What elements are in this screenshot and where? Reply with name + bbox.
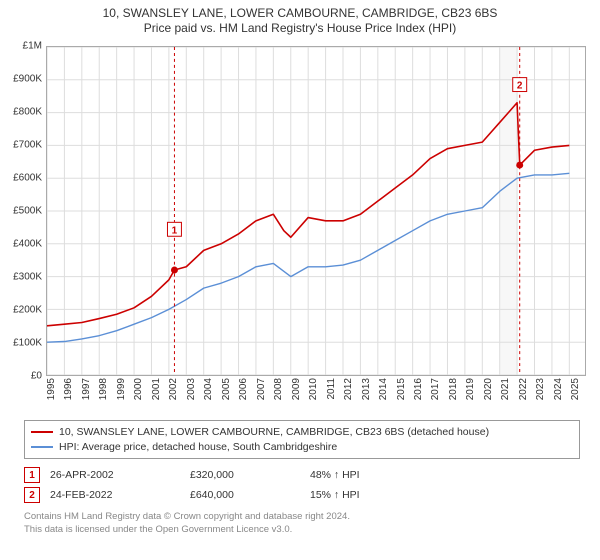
x-tick-label: 2021 <box>500 378 511 400</box>
y-tick-label: £500K <box>13 206 42 217</box>
x-tick-label: 2014 <box>378 378 389 400</box>
plot-outer: 12 <box>46 46 586 376</box>
x-tick-label: 1996 <box>63 378 74 400</box>
plot-area: 12 <box>46 46 586 376</box>
x-tick-label: 1995 <box>46 378 57 400</box>
legend-swatch <box>31 431 53 433</box>
x-axis-labels: 1995 1996 1997 1998 1999 2000 2001 2002 2003 2004… <box>46 378 586 414</box>
footnote-line-2: This data is licensed under the Open Gov… <box>24 524 580 536</box>
x-tick-label: 2025 <box>570 378 581 400</box>
legend-label: HPI: Average price, detached house, Sout… <box>59 440 337 455</box>
legend-swatch <box>31 446 53 448</box>
y-axis-labels: £0£100K£200K£300K£400K£500K£600K£700K£80… <box>0 46 42 376</box>
x-tick-label: 2007 <box>256 378 267 400</box>
y-tick-label: £700K <box>13 140 42 151</box>
x-tick-label: 2018 <box>448 378 459 400</box>
x-tick-label: 2001 <box>151 378 162 400</box>
event-dot <box>516 162 523 169</box>
event-price: £640,000 <box>190 489 300 501</box>
x-tick-label: 2012 <box>343 378 354 400</box>
y-tick-label: £400K <box>13 239 42 250</box>
events-table: 1 26-APR-2002 £320,000 48% ↑ HPI 2 24-FEB-202… <box>24 467 580 503</box>
x-tick-label: 2013 <box>361 378 372 400</box>
x-tick-label: 2005 <box>221 378 232 400</box>
y-tick-label: £900K <box>13 74 42 85</box>
y-tick-label: £800K <box>13 107 42 118</box>
x-tick-label: 2011 <box>326 378 337 400</box>
y-tick-label: £300K <box>13 272 42 283</box>
event-row: 2 24-FEB-2022 £640,000 15% ↑ HPI <box>24 487 580 503</box>
event-marker: 2 <box>24 487 40 503</box>
footnote-line-1: Contains HM Land Registry data © Crown c… <box>24 511 580 523</box>
x-tick-label: 2023 <box>535 378 546 400</box>
legend-row: HPI: Average price, detached house, Sout… <box>31 440 573 455</box>
x-tick-label: 2008 <box>273 378 284 400</box>
event-delta: 15% ↑ HPI <box>310 489 420 501</box>
x-tick-label: 2003 <box>186 378 197 400</box>
plot-svg: 12 <box>47 47 585 375</box>
title-line-2: Price paid vs. HM Land Registry's House … <box>0 21 600 36</box>
x-tick-label: 2000 <box>133 378 144 400</box>
x-tick-label: 2002 <box>168 378 179 400</box>
event-price: £320,000 <box>190 469 300 481</box>
footnote: Contains HM Land Registry data © Crown c… <box>24 511 580 536</box>
event-marker: 1 <box>24 467 40 483</box>
y-tick-label: £200K <box>13 305 42 316</box>
x-tick-label: 2015 <box>396 378 407 400</box>
y-tick-label: £1M <box>23 41 42 52</box>
x-tick-label: 2016 <box>413 378 424 400</box>
x-tick-label: 1998 <box>98 378 109 400</box>
x-tick-label: 2004 <box>203 378 214 400</box>
x-tick-label: 1997 <box>81 378 92 400</box>
below-chart: 10, SWANSLEY LANE, LOWER CAMBOURNE, CAMB… <box>24 420 580 536</box>
y-tick-label: £0 <box>31 371 42 382</box>
event-delta: 48% ↑ HPI <box>310 469 420 481</box>
x-tick-label: 2010 <box>308 378 319 400</box>
legend-box: 10, SWANSLEY LANE, LOWER CAMBOURNE, CAMB… <box>24 420 580 459</box>
x-tick-label: 2006 <box>238 378 249 400</box>
x-tick-label: 2024 <box>553 378 564 400</box>
y-tick-label: £100K <box>13 338 42 349</box>
x-tick-label: 2017 <box>430 378 441 400</box>
title-line-1: 10, SWANSLEY LANE, LOWER CAMBOURNE, CAMB… <box>0 6 600 21</box>
event-date: 26-APR-2002 <box>50 469 180 481</box>
y-tick-label: £600K <box>13 173 42 184</box>
event-dot <box>171 267 178 274</box>
x-tick-label: 1999 <box>116 378 127 400</box>
x-tick-label: 2020 <box>483 378 494 400</box>
x-tick-label: 2019 <box>465 378 476 400</box>
event-box-label: 2 <box>517 81 523 92</box>
x-tick-label: 2022 <box>518 378 529 400</box>
title-block: 10, SWANSLEY LANE, LOWER CAMBOURNE, CAMB… <box>0 0 600 36</box>
legend-label: 10, SWANSLEY LANE, LOWER CAMBOURNE, CAMB… <box>59 425 489 440</box>
legend-row: 10, SWANSLEY LANE, LOWER CAMBOURNE, CAMB… <box>31 425 573 440</box>
event-date: 24-FEB-2022 <box>50 489 180 501</box>
event-box-label: 1 <box>172 225 178 236</box>
chart-container: 10, SWANSLEY LANE, LOWER CAMBOURNE, CAMB… <box>0 0 600 560</box>
event-row: 1 26-APR-2002 £320,000 48% ↑ HPI <box>24 467 580 483</box>
x-tick-label: 2009 <box>291 378 302 400</box>
